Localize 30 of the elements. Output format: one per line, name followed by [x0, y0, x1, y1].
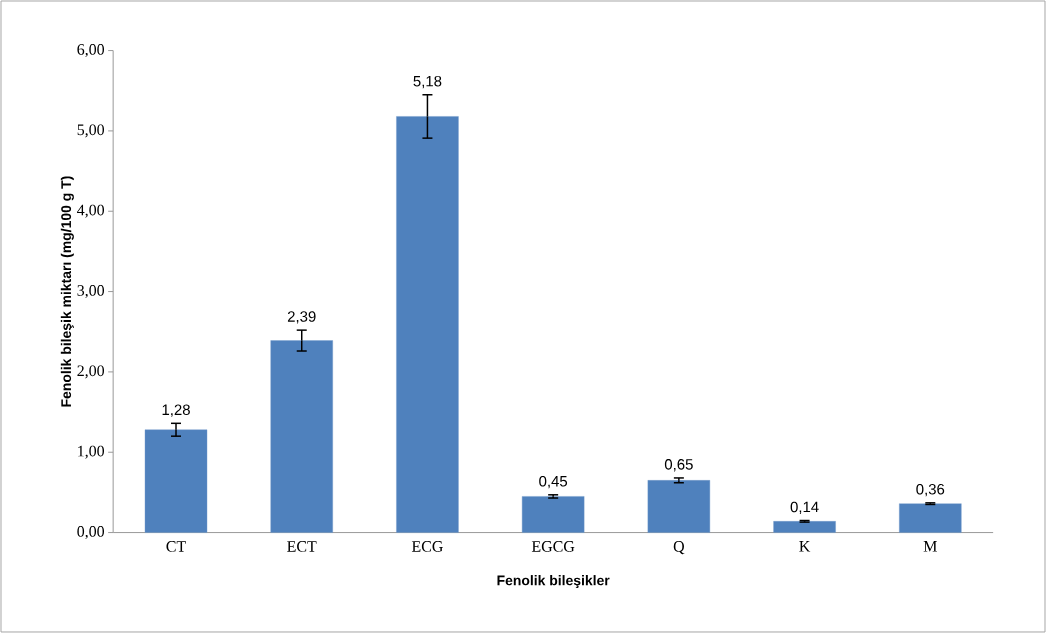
data-label: 1,28: [162, 404, 190, 417]
bar: [647, 480, 711, 533]
y-tick-label: 0,00: [77, 526, 105, 540]
data-label: 2,39: [287, 311, 316, 324]
x-tick-label: Q: [673, 541, 685, 555]
bar: [270, 340, 333, 533]
x-tick-label: EGCG: [531, 541, 575, 552]
y-axis-title: Fenolik bileşik miktarı (mg/100 g T): [60, 176, 74, 407]
y-tick-label: 2,00: [77, 365, 105, 379]
y-tick-label: 6,00: [77, 44, 105, 58]
x-tick-label: ECG: [411, 541, 443, 552]
data-label: 5,18: [413, 75, 442, 89]
x-tick-label: CT: [166, 541, 186, 552]
bar: [899, 503, 962, 533]
data-label: 0,36: [916, 483, 945, 497]
y-tick-label: 3,00: [77, 285, 105, 299]
y-tick-label: 5,00: [77, 124, 105, 138]
y-tick-label: 1,00: [78, 445, 105, 459]
bar: [396, 116, 459, 533]
x-tick-label: M: [923, 541, 937, 552]
data-label: 0,65: [664, 459, 693, 472]
bar: [521, 496, 585, 533]
x-tick-label: K: [799, 541, 811, 552]
data-label: 0,14: [790, 501, 819, 514]
bar: [773, 521, 836, 533]
data-label: 0,45: [539, 475, 568, 489]
bar: [144, 429, 208, 533]
y-tick-label: 4,00: [77, 204, 105, 218]
x-axis-title: Fenolik bileşikler: [497, 575, 610, 589]
x-tick-label: ECT: [287, 541, 317, 552]
